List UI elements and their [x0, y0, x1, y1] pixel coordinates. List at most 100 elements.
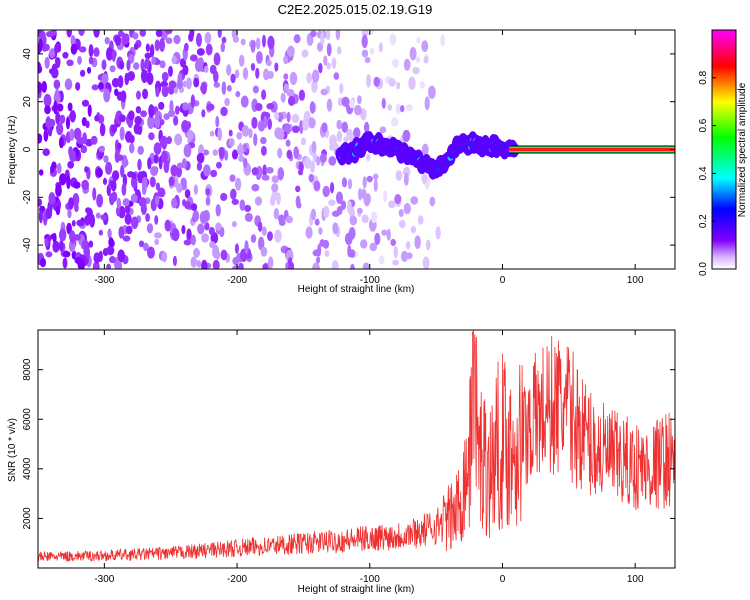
spectrogram-cell: [117, 142, 122, 150]
spectrogram-cell: [195, 32, 202, 47]
spectrogram-cell: [395, 103, 401, 115]
spectrogram-cell: [402, 129, 411, 142]
top-xtick-label: 0: [500, 275, 506, 286]
spectrogram-cell: [87, 104, 92, 117]
spectrogram-cell: [405, 241, 411, 250]
spectrogram-cell: [43, 93, 52, 108]
spectrogram-cell: [176, 80, 184, 90]
spectrogram-cell: [193, 184, 199, 195]
spectrogram-cell: [204, 32, 212, 45]
spectrogram-cell: [157, 187, 166, 198]
spectrogram-cell: [347, 178, 353, 190]
spectrogram-cell: [220, 106, 228, 117]
spectrogram-cell: [423, 56, 429, 64]
spectrogram-cell: [135, 90, 141, 100]
spectrogram-cell: [388, 200, 396, 209]
spectrogram-cell: [144, 52, 152, 59]
spectrogram-cell: [328, 199, 336, 206]
spectrogram-cell: [81, 99, 90, 107]
spectrogram-cell: [68, 230, 76, 243]
bottom-ytick-label: 6000: [22, 408, 33, 431]
spectrogram-cell: [224, 150, 229, 161]
spectrogram-cell: [257, 120, 266, 132]
spectrogram-cell: [161, 150, 168, 163]
spectrogram-cell: [362, 262, 371, 269]
spectrogram-cell: [78, 46, 87, 53]
spectrogram-cell: [440, 34, 446, 47]
spectrogram-cell: [336, 130, 343, 142]
spectrogram-cell: [134, 115, 143, 125]
spectrogram-cell: [124, 72, 130, 86]
spectrogram-cell: [409, 46, 417, 61]
colorbar-tick-label: 0.6: [698, 118, 709, 132]
spectrogram-cell: [232, 35, 239, 43]
spectrogram-cell: [196, 48, 205, 56]
spectrogram-cell: [301, 49, 309, 58]
spectrogram-cell: [293, 146, 300, 159]
spectrogram-cell: [216, 161, 222, 169]
spectrogram-cell: [260, 136, 267, 145]
spectrogram-cell: [82, 132, 88, 145]
spectrogram-cell: [425, 239, 431, 251]
spectrogram-cell: [265, 166, 274, 174]
spectrogram-cell: [319, 239, 326, 247]
spectrogram-cell: [366, 153, 371, 162]
spectrogram-cell: [45, 251, 53, 258]
spectrogram-cell: [81, 179, 90, 191]
spectrogram-cell: [58, 239, 64, 252]
spectrogram-cell: [147, 246, 155, 259]
spectrogram-cell: [244, 212, 253, 223]
spectrogram-cell: [58, 136, 64, 149]
spectrogram-cell: [102, 177, 108, 186]
spectrogram-cell: [182, 64, 189, 76]
colorbar-tick-label: 0.4: [698, 166, 709, 180]
spectrogram-cell: [390, 238, 397, 247]
colorbar-label: Normalized spectral amplitude: [737, 82, 748, 217]
spectrogram-cell: [106, 245, 115, 256]
spectrogram-cell: [312, 262, 320, 269]
spectrogram-cell: [410, 225, 417, 234]
spectrogram-cell: [262, 164, 267, 178]
spectrogram-cell: [331, 210, 340, 217]
spectrogram-cell: [209, 241, 216, 249]
spectrogram-cell: [295, 185, 301, 193]
spectrogram-cell: [201, 259, 208, 269]
spectrogram-cell: [348, 98, 355, 109]
spectrogram-cell: [312, 249, 321, 257]
spectrogram-cell: [93, 30, 100, 38]
spectrogram-cell: [148, 104, 155, 118]
spectrogram-cell: [238, 262, 244, 269]
spectrogram-cell: [234, 243, 239, 254]
spectrogram-cell: [155, 86, 160, 98]
spectrogram-cell: [255, 37, 261, 50]
spectrogram-cell: [116, 197, 122, 209]
spectrogram-cell: [149, 176, 156, 188]
spectrogram-cell: [129, 134, 135, 144]
spectrogram-cell: [161, 137, 167, 150]
spectrogram-cell: [42, 44, 48, 52]
spectrogram-cell: [189, 30, 195, 39]
spectrogram-cell: [59, 114, 66, 124]
spectrogram-cell: [215, 204, 221, 217]
spectrogram-cell: [373, 178, 378, 192]
spectrogram-cell: [38, 38, 43, 52]
spectrogram-cell: [38, 61, 42, 71]
spectrogram-cell: [48, 68, 57, 75]
bottom-xtick-label: -100: [360, 574, 380, 585]
bottom-ytick-label: 8000: [22, 358, 33, 381]
spectrogram-cell: [277, 147, 283, 159]
spectrogram-cell: [292, 125, 300, 134]
spectrogram-cell: [79, 69, 86, 77]
spectrogram-cell: [276, 129, 285, 140]
spectrogram-cell: [118, 260, 123, 269]
spectrogram-cell: [49, 48, 55, 59]
spectrogram-cell: [148, 132, 155, 141]
spectrogram-cell: [183, 144, 192, 158]
spectrogram-cell: [173, 34, 181, 45]
spectrogram-cell: [244, 204, 252, 212]
spectrogram-cell: [369, 47, 375, 55]
spectrogram-cell: [137, 158, 142, 171]
spectrogram-cell: [146, 72, 154, 86]
spectrogram-cell: [243, 157, 248, 169]
spectrogram-cell: [424, 257, 430, 268]
